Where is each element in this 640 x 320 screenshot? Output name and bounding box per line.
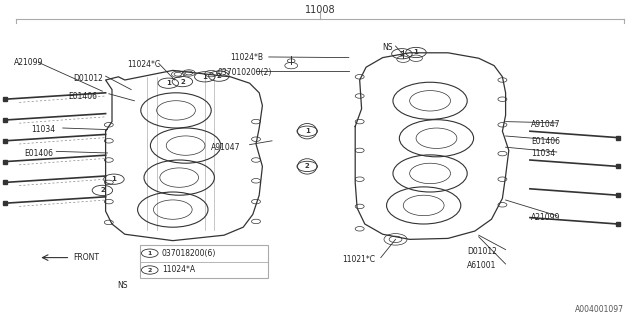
Text: 2: 2: [180, 79, 185, 84]
Text: NS: NS: [383, 43, 393, 52]
Text: E01406: E01406: [531, 137, 560, 146]
Text: 11024*A: 11024*A: [162, 266, 195, 275]
Text: E01406: E01406: [68, 92, 97, 100]
Text: 037010200(2): 037010200(2): [218, 68, 272, 76]
Text: FRONT: FRONT: [74, 253, 100, 262]
Text: A91047: A91047: [211, 143, 241, 152]
Text: D01012: D01012: [74, 74, 104, 83]
Text: 1: 1: [166, 80, 171, 86]
Text: 2: 2: [148, 268, 152, 273]
Text: NS: NS: [117, 281, 127, 290]
Text: 11034: 11034: [531, 149, 556, 158]
Text: A004001097: A004001097: [575, 305, 624, 314]
Text: 11024*B: 11024*B: [230, 53, 264, 62]
Text: 1: 1: [202, 74, 207, 80]
Text: 2: 2: [305, 164, 310, 169]
Text: A91047: A91047: [531, 120, 561, 129]
Text: 11024*C: 11024*C: [127, 60, 160, 68]
Text: E01406: E01406: [24, 149, 53, 158]
Text: 2: 2: [399, 51, 404, 57]
Text: 11034: 11034: [31, 125, 55, 134]
Text: 2: 2: [216, 73, 221, 79]
Text: 11021*C: 11021*C: [342, 255, 376, 264]
Text: D01012: D01012: [467, 247, 497, 256]
Text: A61001: A61001: [467, 261, 497, 270]
Text: 11008: 11008: [305, 5, 335, 15]
Bar: [140, 245, 268, 278]
Text: 2: 2: [100, 188, 105, 193]
Text: A21099: A21099: [14, 58, 44, 67]
Text: 1: 1: [148, 251, 152, 256]
Text: 1: 1: [111, 176, 116, 182]
Text: 037018200(6): 037018200(6): [162, 249, 216, 258]
Text: 1: 1: [413, 50, 419, 55]
Text: 1: 1: [305, 128, 310, 134]
Text: A21099: A21099: [531, 213, 561, 222]
